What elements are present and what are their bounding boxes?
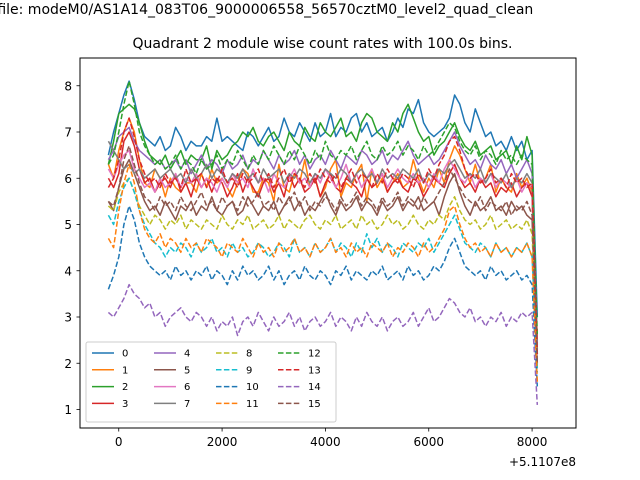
y-tick-label: 5 xyxy=(64,218,72,232)
legend-entry: 2 xyxy=(92,382,128,393)
y-tick-label: 3 xyxy=(64,311,72,325)
legend-label: 8 xyxy=(246,349,252,360)
legend-entry: 14 xyxy=(278,382,321,393)
legend-entry: 7 xyxy=(154,399,190,410)
legend-label: 12 xyxy=(308,349,321,360)
legend-entry: 9 xyxy=(216,365,252,376)
legend-entry: 13 xyxy=(278,365,321,376)
legend-entry: 15 xyxy=(278,399,321,410)
legend-entry: 10 xyxy=(216,382,259,393)
series-line-0 xyxy=(107,80,539,318)
series-line-14 xyxy=(107,283,539,405)
legend-label: 5 xyxy=(184,365,190,376)
legend-entry: 3 xyxy=(92,399,128,410)
series-line-9 xyxy=(107,177,539,373)
chart-title: Quadrant 2 module wise count rates with … xyxy=(132,36,513,52)
series-line-2 xyxy=(107,103,539,355)
legend-label: 1 xyxy=(122,365,128,376)
series-line-11 xyxy=(107,163,539,382)
y-tick-label: 7 xyxy=(64,126,72,140)
y-tick-label: 2 xyxy=(64,357,72,371)
legend-label: 15 xyxy=(308,399,321,410)
y-tick-label: 8 xyxy=(64,79,72,93)
legend-label: 9 xyxy=(246,365,252,376)
legend-entry: 12 xyxy=(278,349,321,360)
figure-suptitle: n file: modeM0/AS1A14_083T06_9000006558_… xyxy=(0,2,534,18)
legend-entry: 11 xyxy=(216,399,259,410)
y-tick-label: 1 xyxy=(64,403,72,417)
series-line-5 xyxy=(107,158,539,368)
legend-label: 10 xyxy=(246,382,259,393)
legend-label: 2 xyxy=(122,382,128,393)
series-line-3 xyxy=(107,131,539,364)
x-tick-label: 6000 xyxy=(413,435,444,449)
legend-entry: 6 xyxy=(154,382,190,393)
x-tick-label: 4000 xyxy=(310,435,341,449)
legend-label: 11 xyxy=(246,399,259,410)
x-tick-label: 2000 xyxy=(207,435,238,449)
series-line-12 xyxy=(107,80,539,336)
series-line-4 xyxy=(107,126,539,345)
series-line-13 xyxy=(107,117,539,355)
legend-label: 13 xyxy=(308,365,321,376)
legend-entry: 8 xyxy=(216,349,252,360)
legend-label: 6 xyxy=(184,382,190,393)
legend-entry: 0 xyxy=(92,349,128,360)
legend-label: 0 xyxy=(122,349,128,360)
plot-lines xyxy=(107,80,539,405)
series-line-8 xyxy=(107,177,539,368)
legend-box xyxy=(85,341,337,423)
legend-label: 7 xyxy=(184,399,190,410)
x-tick-label: 8000 xyxy=(517,435,548,449)
x-offset-label: +5.1107e8 xyxy=(509,455,576,469)
legend-label: 14 xyxy=(308,382,321,393)
series-line-10 xyxy=(107,205,539,387)
y-tick-label: 4 xyxy=(64,264,72,278)
legend-entry: 5 xyxy=(154,365,190,376)
legend-label: 3 xyxy=(122,399,128,410)
legend-entry: 4 xyxy=(154,349,190,360)
y-tick-label: 6 xyxy=(64,172,72,186)
plot-frame xyxy=(79,57,577,429)
legend-entry: 1 xyxy=(92,365,128,376)
series-line-15 xyxy=(107,145,539,364)
x-tick-label: 0 xyxy=(115,435,123,449)
legend-label: 4 xyxy=(184,349,190,360)
